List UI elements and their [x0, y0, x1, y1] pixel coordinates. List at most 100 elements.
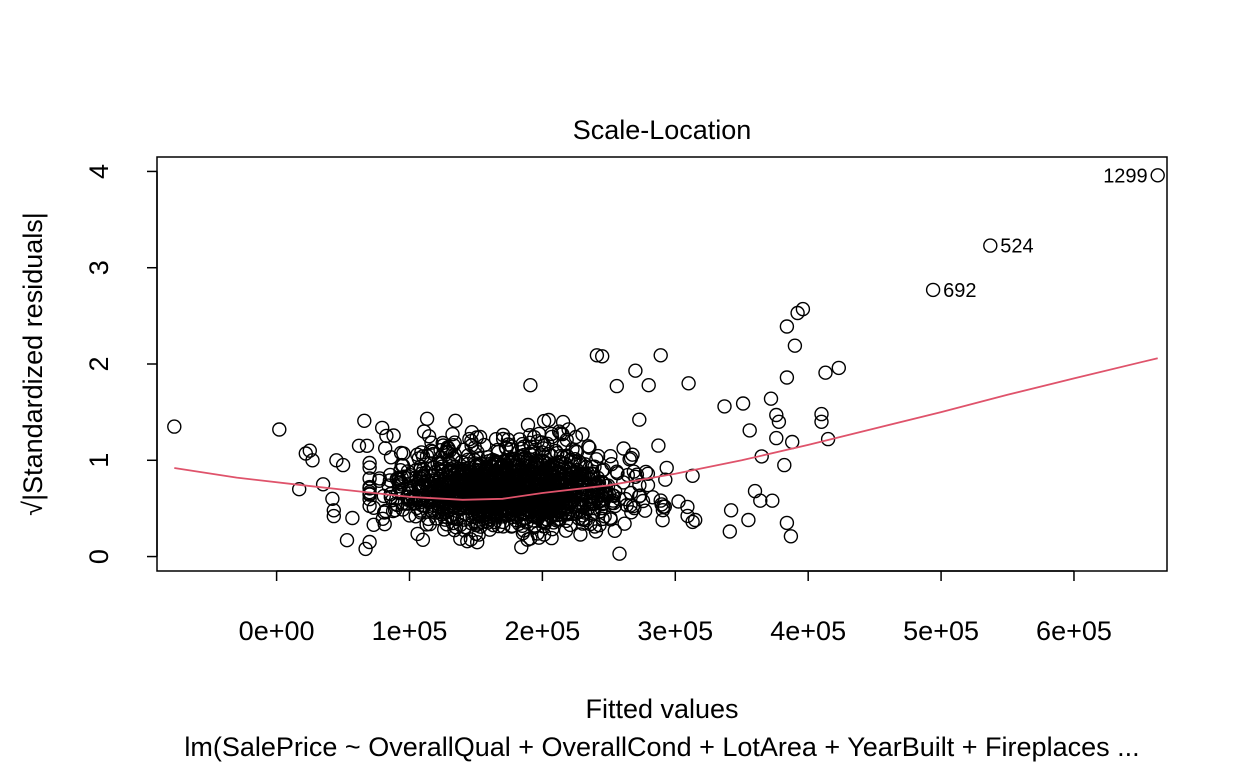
cloud-point [376, 488, 391, 504]
cloud-point [520, 417, 536, 433]
data-point [609, 378, 624, 394]
cloud-point [568, 429, 584, 445]
cloud-point [592, 518, 607, 533]
cloud-point [415, 468, 430, 484]
cloud-point [460, 500, 476, 516]
cloud-point [476, 483, 491, 498]
data-point [688, 512, 703, 528]
data-point [641, 378, 656, 393]
cloud-point [403, 492, 418, 507]
cloud-point [453, 531, 468, 546]
cloud-point [464, 438, 479, 453]
cloud-point [362, 534, 377, 550]
y-tick-label: 3 [84, 260, 114, 275]
cloud-point [507, 451, 523, 466]
cloud-point [651, 438, 666, 453]
y-tick-label: 0 [84, 549, 114, 564]
cloud-point [500, 432, 516, 447]
cloud-point [500, 477, 515, 492]
y-axis-label: √|Standardized residuals| [18, 212, 48, 516]
cloud-point [563, 462, 578, 477]
cloud-point [460, 469, 475, 484]
cloud-point [444, 510, 460, 525]
cloud-point [471, 527, 486, 542]
labeled-point [983, 238, 998, 253]
cloud-point [378, 441, 393, 456]
data-point [357, 413, 372, 428]
cloud-point [537, 516, 553, 531]
cloud-point [587, 459, 602, 474]
data-point [771, 414, 787, 429]
cloud-point [524, 439, 539, 454]
data-point [818, 365, 833, 380]
cloud-point [548, 443, 563, 459]
cloud-point [531, 426, 547, 442]
data-point [167, 419, 182, 434]
data-point [325, 491, 340, 506]
cloud-point [551, 424, 567, 439]
cloud-point [386, 428, 401, 443]
cloud-point [599, 486, 614, 501]
cloud-point [531, 530, 547, 545]
cloud-point [586, 466, 601, 482]
cloud-point [423, 456, 438, 471]
cloud-point [544, 530, 559, 546]
data-point [735, 396, 751, 411]
cloud-point [623, 450, 639, 466]
cloud-point [515, 436, 530, 452]
data-point [769, 407, 784, 423]
cloud-point [553, 475, 568, 490]
cloud-point [419, 517, 434, 532]
cloud-point [394, 470, 409, 485]
data-point [612, 546, 627, 561]
cloud-point [603, 449, 618, 464]
cloud-point [362, 487, 377, 502]
cloud-point [453, 466, 468, 482]
cloud-point [609, 464, 624, 479]
cloud-point [362, 481, 377, 496]
y-tick-label: 2 [84, 356, 114, 371]
data-point [315, 477, 331, 492]
data-point [795, 301, 811, 317]
cloud-point [583, 516, 598, 532]
cloud-point [460, 534, 475, 549]
cloud-point [516, 497, 531, 512]
model-subtitle: lm(SalePrice ~ OverallQual + OverallCond… [184, 732, 1139, 762]
cloud-point [468, 497, 483, 512]
cloud-point [495, 457, 510, 473]
plot-frame [156, 156, 1168, 572]
data-point [779, 319, 795, 334]
data-point [685, 514, 700, 530]
data-point [814, 406, 829, 422]
cloud-point [555, 414, 571, 430]
cloud-point [530, 474, 545, 489]
cloud-point [569, 444, 585, 460]
cloud-point [543, 499, 558, 514]
cloud-point [514, 540, 529, 555]
cloud-point [554, 460, 569, 475]
point-label: 692 [943, 280, 976, 302]
data-point [723, 503, 739, 518]
point-label: 1299 [1103, 165, 1148, 187]
cloud-point [362, 460, 377, 475]
data-point [717, 399, 732, 414]
cloud-point [440, 440, 456, 456]
cloud-point [377, 505, 392, 520]
cloud-point [563, 517, 578, 533]
cloud-point [467, 456, 483, 471]
data-point [339, 533, 355, 548]
data-point [351, 438, 367, 453]
data-point [831, 360, 846, 376]
cloud-point [362, 455, 377, 471]
cloud-point [455, 478, 471, 493]
cloud-point [428, 475, 443, 490]
cloud-point [477, 437, 492, 453]
cloud-point [605, 488, 620, 503]
cloud-point [632, 488, 648, 503]
x-tick-label: 2e+05 [504, 616, 580, 646]
cloud-point [616, 441, 631, 456]
cloud-point [655, 503, 671, 518]
cloud-point [571, 470, 587, 485]
data-point [628, 363, 643, 378]
cloud-point [529, 491, 545, 506]
